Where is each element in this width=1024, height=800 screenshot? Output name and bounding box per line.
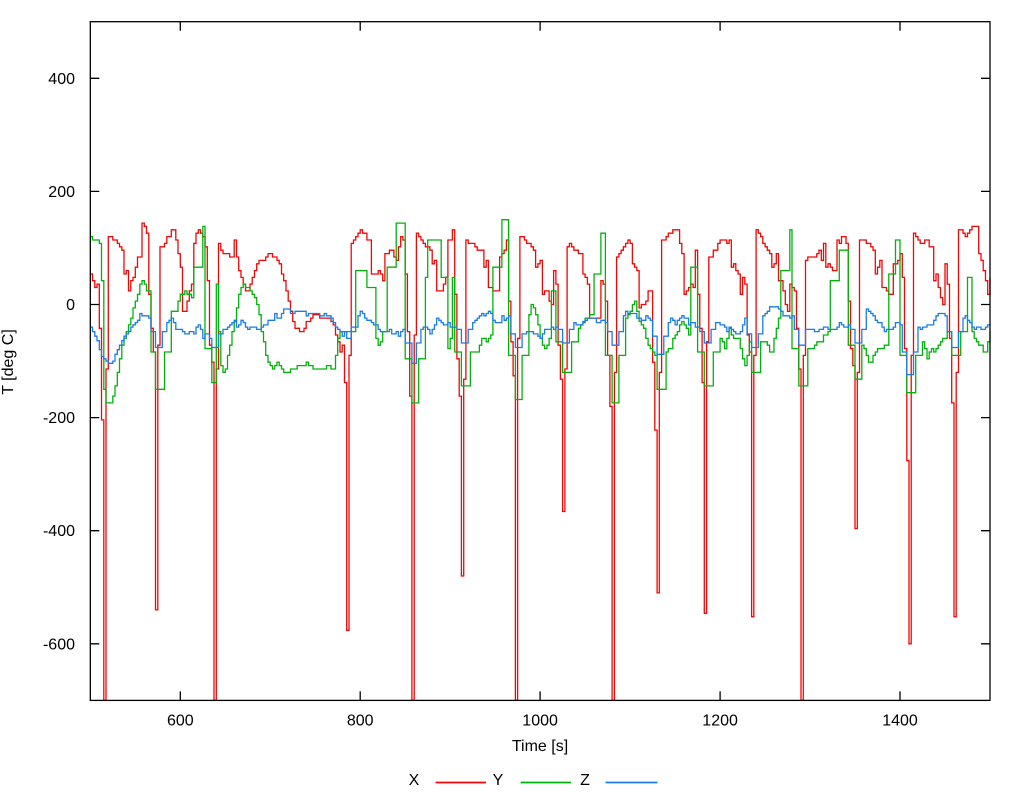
svg-text:-200: -200 (43, 410, 75, 427)
svg-text:1200: 1200 (702, 713, 738, 730)
svg-text:1000: 1000 (522, 713, 558, 730)
svg-text:-600: -600 (43, 636, 75, 653)
svg-text:X: X (409, 772, 420, 789)
svg-text:Y: Y (493, 772, 504, 789)
svg-text:T [deg C]: T [deg C] (0, 329, 17, 395)
svg-text:400: 400 (48, 71, 75, 88)
svg-text:Time [s]: Time [s] (512, 738, 568, 755)
svg-text:-400: -400 (43, 523, 75, 540)
svg-text:Z: Z (580, 772, 590, 789)
svg-text:600: 600 (167, 713, 194, 730)
svg-text:800: 800 (347, 713, 374, 730)
svg-text:1400: 1400 (882, 713, 918, 730)
svg-text:0: 0 (66, 297, 75, 314)
svg-text:200: 200 (48, 184, 75, 201)
